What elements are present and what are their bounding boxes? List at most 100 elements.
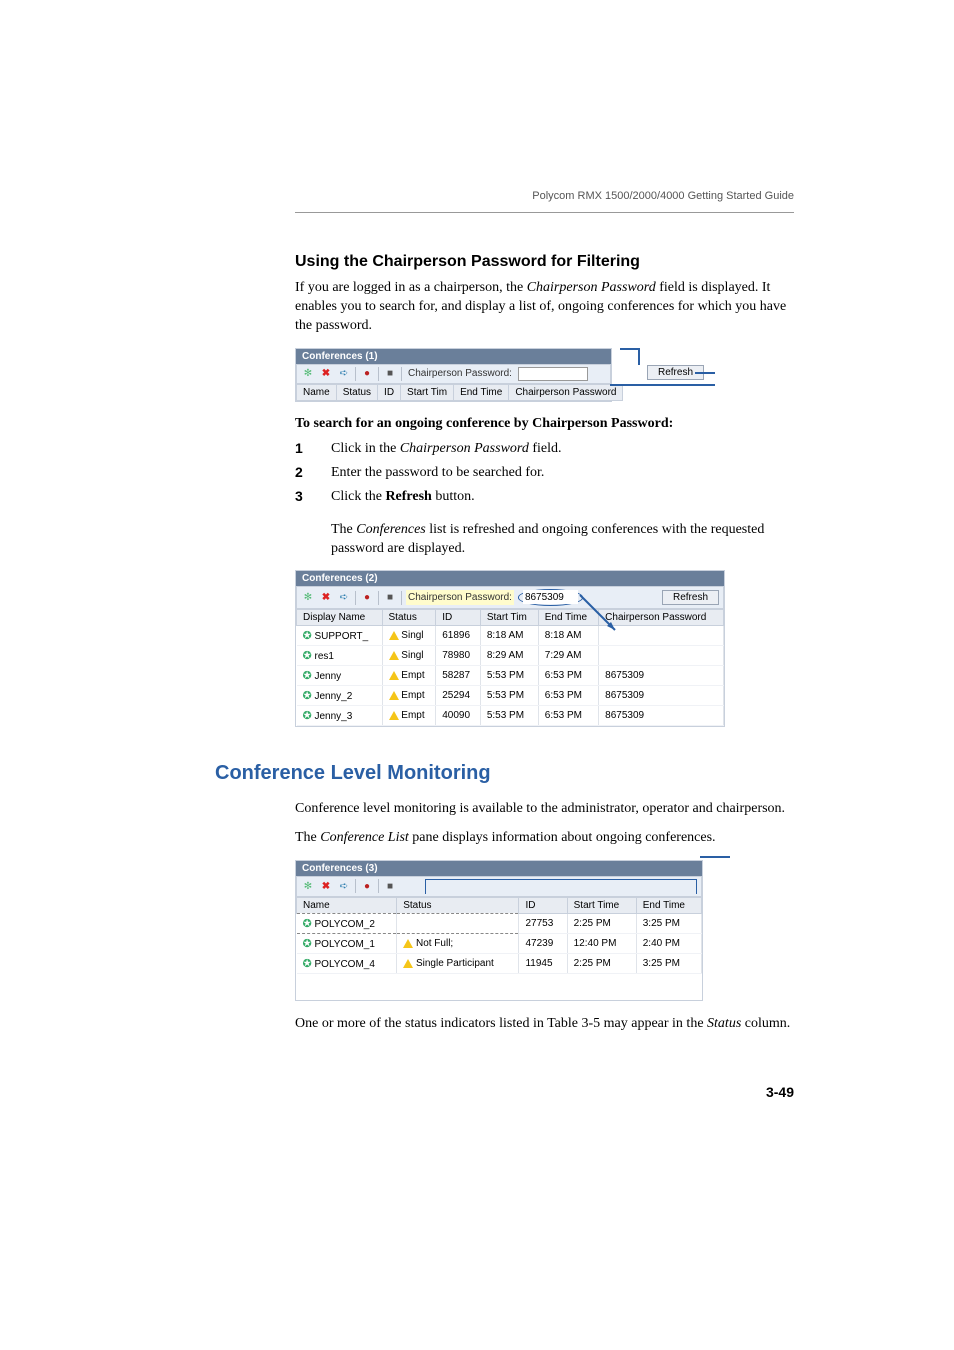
warning-icon — [403, 939, 413, 948]
cell — [599, 625, 724, 645]
warning-icon — [389, 631, 399, 640]
col-end[interactable]: End Time — [636, 897, 701, 913]
italic-text: Chairperson Password — [527, 280, 656, 295]
conference-icon: ✪ — [303, 670, 312, 682]
chairperson-password-label: Chairperson Password: — [406, 590, 514, 605]
col-name[interactable]: Name — [297, 897, 397, 913]
cell: 8:18 AM — [480, 625, 538, 645]
table-row[interactable]: ✪ Jenny_2 Empt 25294 5:53 PM 6:53 PM 867… — [297, 685, 724, 705]
move-icon[interactable]: ➪ — [337, 879, 351, 893]
table-row[interactable]: ✪ SUPPORT_ Singl 61896 8:18 AM 8:18 AM — [297, 625, 724, 645]
col-name[interactable]: Display Name — [297, 609, 383, 625]
stop-icon[interactable]: ■ — [383, 879, 397, 893]
cell: Jenny — [315, 671, 342, 682]
stop-icon[interactable]: ■ — [383, 367, 397, 381]
bold-text: Refresh — [385, 489, 431, 504]
cell: 6:53 PM — [538, 685, 598, 705]
cell: 8675309 — [599, 685, 724, 705]
cell — [397, 913, 519, 933]
col-name[interactable]: Name — [297, 384, 337, 400]
col-start[interactable]: Start Tim — [401, 384, 454, 400]
stop-icon[interactable]: ■ — [383, 591, 397, 605]
figure-conferences-2: Conferences (2) ✻ ✖ ➪ ● ■ Chairperson Pa… — [295, 570, 725, 727]
col-end[interactable]: End Time — [454, 384, 509, 400]
figure-conferences-1: Conferences (1) ✻ ✖ ➪ ● ■ Chairperson Pa… — [295, 348, 720, 402]
table-row[interactable]: ✪ POLYCOM_2 27753 2:25 PM 3:25 PM — [297, 913, 702, 933]
running-header: Polycom RMX 1500/2000/4000 Getting Start… — [0, 0, 954, 212]
text: button. — [432, 489, 475, 504]
col-end[interactable]: End Time — [538, 609, 598, 625]
header-rule — [295, 212, 794, 213]
record-icon[interactable]: ● — [360, 591, 374, 605]
cell: Empt — [401, 670, 424, 681]
record-icon[interactable]: ● — [360, 879, 374, 893]
col-status[interactable]: Status — [336, 384, 377, 400]
italic-text: Chairperson Password — [400, 441, 529, 456]
text: The — [295, 830, 320, 845]
conference-icon: ✪ — [303, 958, 312, 970]
table-row[interactable]: ✪ POLYCOM_4 Single Participant 11945 2:2… — [297, 953, 702, 973]
callout-bracket — [425, 879, 697, 894]
cell: Not Full; — [416, 938, 453, 949]
new-conference-icon[interactable]: ✻ — [301, 367, 315, 381]
text: The — [331, 522, 356, 537]
chairperson-password-input[interactable] — [523, 590, 578, 604]
cell: 6:53 PM — [538, 705, 598, 725]
text: One or more of the status indicators lis… — [295, 1016, 707, 1031]
col-start[interactable]: Start Tim — [480, 609, 538, 625]
cell: Single Participant — [416, 958, 494, 969]
toolbar-separator — [378, 591, 379, 605]
chairperson-password-input[interactable] — [518, 367, 588, 381]
col-start[interactable]: Start Time — [567, 897, 636, 913]
col-status[interactable]: Status — [397, 897, 519, 913]
cell: 3:25 PM — [636, 953, 701, 973]
window-titlebar: Conferences (2) — [296, 571, 724, 586]
cell: Empt — [401, 710, 424, 721]
table-row[interactable]: ✪ res1 Singl 78980 8:29 AM 7:29 AM — [297, 645, 724, 665]
cell: 78980 — [436, 645, 481, 665]
toolbar: ✻ ✖ ➪ ● ■ Chairperson Password: Refresh — [296, 586, 724, 609]
step-result-paragraph: The Conferences list is refreshed and on… — [331, 521, 794, 559]
cell: 8:29 AM — [480, 645, 538, 665]
cell: Singl — [401, 650, 423, 661]
move-icon[interactable]: ➪ — [337, 367, 351, 381]
delete-icon[interactable]: ✖ — [319, 591, 333, 605]
toolbar-separator — [378, 367, 379, 381]
toolbar: ✻ ✖ ➪ ● ■ Chairperson Password: — [296, 364, 611, 384]
cell: 8675309 — [599, 705, 724, 725]
italic-text: Conferences — [356, 522, 425, 537]
table-header-row: Display Name Status ID Start Tim End Tim… — [297, 609, 724, 625]
col-id[interactable]: ID — [519, 897, 567, 913]
cell: POLYCOM_2 — [315, 919, 375, 930]
col-cp[interactable]: Chairperson Password — [599, 609, 724, 625]
conference-icon: ✪ — [303, 630, 312, 642]
cell: POLYCOM_4 — [315, 959, 375, 970]
warning-icon — [389, 691, 399, 700]
page: Polycom RMX 1500/2000/4000 Getting Start… — [0, 0, 954, 1100]
table-row[interactable]: ✪ Jenny_3 Empt 40090 5:53 PM 6:53 PM 867… — [297, 705, 724, 725]
page-number: 3-49 — [0, 1084, 794, 1100]
warning-icon — [389, 651, 399, 660]
window-titlebar: Conferences (3) — [296, 861, 702, 876]
record-icon[interactable]: ● — [360, 367, 374, 381]
section-heading-2: Conference Level Monitoring — [215, 762, 794, 785]
move-icon[interactable]: ➪ — [337, 591, 351, 605]
cell: Jenny_3 — [315, 711, 353, 722]
col-id[interactable]: ID — [436, 609, 481, 625]
italic-text: Conference List — [320, 830, 409, 845]
cell: 40090 — [436, 705, 481, 725]
table-row[interactable]: ✪ POLYCOM_1 Not Full; 47239 12:40 PM 2:4… — [297, 933, 702, 953]
new-conference-icon[interactable]: ✻ — [301, 879, 315, 893]
col-cp[interactable]: Chairperson Password — [509, 384, 623, 400]
delete-icon[interactable]: ✖ — [319, 879, 333, 893]
delete-icon[interactable]: ✖ — [319, 367, 333, 381]
step-number: 3 — [295, 486, 313, 507]
col-id[interactable]: ID — [378, 384, 401, 400]
col-status[interactable]: Status — [382, 609, 436, 625]
window-titlebar: Conferences (1) — [296, 349, 611, 364]
refresh-button[interactable]: Refresh — [662, 590, 719, 605]
cell: 12:40 PM — [567, 933, 636, 953]
cell: 27753 — [519, 913, 567, 933]
table-row[interactable]: ✪ Jenny Empt 58287 5:53 PM 6:53 PM 86753… — [297, 665, 724, 685]
new-conference-icon[interactable]: ✻ — [301, 591, 315, 605]
